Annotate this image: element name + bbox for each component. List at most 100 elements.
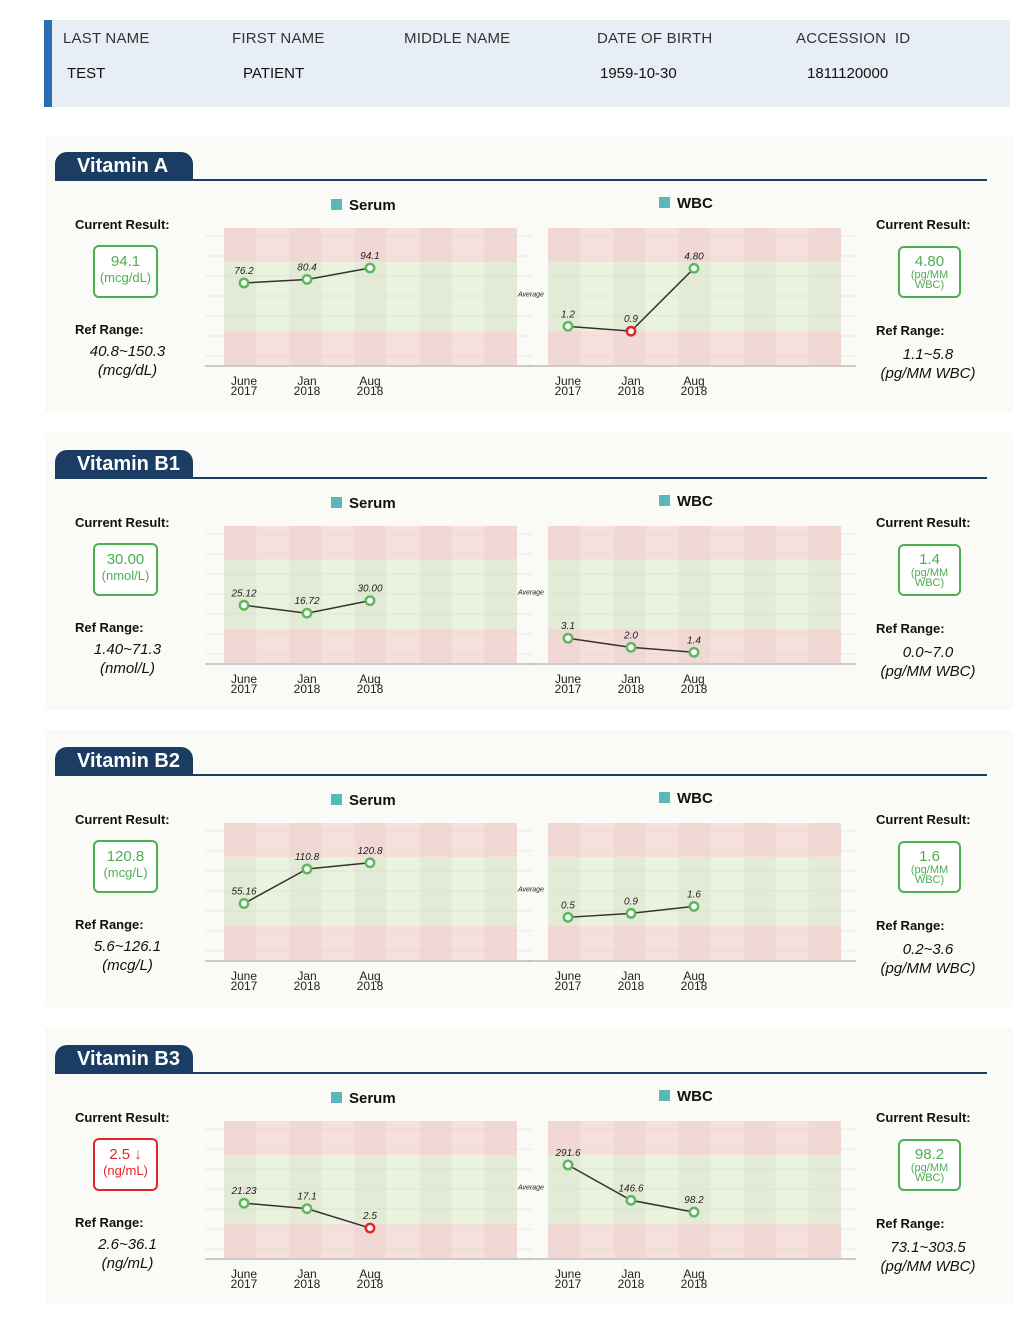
high-zone-band <box>289 526 322 561</box>
low-zone-band <box>580 628 614 663</box>
low-zone-band <box>710 1223 744 1258</box>
low-zone-band <box>775 628 809 663</box>
x-tick-label: June <box>555 672 581 686</box>
high-zone-band <box>451 526 485 561</box>
normal-zone-band <box>224 857 257 926</box>
serum-current-result-box: 94.1 (mcg/dL) <box>93 245 158 298</box>
vitamin-section: Vitamin B2 Current Result: 120.8 (mcg/L)… <box>45 730 1013 1007</box>
low-zone-band <box>354 925 387 960</box>
high-zone-band <box>484 1121 517 1156</box>
high-zone-band <box>354 1121 387 1156</box>
data-point[interactable] <box>364 262 376 274</box>
low-zone-band <box>710 925 744 960</box>
data-point[interactable] <box>625 907 637 919</box>
data-point[interactable] <box>238 599 250 611</box>
middle-name-label: MIDDLE NAME <box>404 30 511 47</box>
data-label: 0.9 <box>624 896 638 907</box>
x-tick-label: 2018 <box>357 384 384 398</box>
data-point[interactable] <box>364 595 376 607</box>
data-label: 1.2 <box>561 309 575 320</box>
data-point[interactable] <box>301 863 313 875</box>
low-zone-band <box>548 925 581 960</box>
normal-zone-band <box>645 560 679 629</box>
data-point[interactable] <box>301 274 313 285</box>
low-zone-band <box>484 925 517 960</box>
normal-zone-band <box>645 262 679 331</box>
data-point[interactable] <box>562 911 574 923</box>
high-zone-band <box>645 1121 679 1156</box>
high-zone-band <box>580 1121 614 1156</box>
data-point[interactable] <box>238 1197 250 1209</box>
data-point[interactable] <box>238 277 250 289</box>
title-underline <box>55 179 987 181</box>
normal-zone-band <box>419 1155 452 1224</box>
low-zone-band <box>678 1223 711 1258</box>
low-zone-band <box>580 330 614 365</box>
serum-current-unit: (mcg/L) <box>103 865 148 880</box>
data-point[interactable] <box>301 607 313 619</box>
data-label: 76.2 <box>234 266 254 277</box>
high-zone-band <box>808 228 841 263</box>
high-zone-band <box>451 228 485 263</box>
high-zone-band <box>224 1121 257 1156</box>
data-label: 3.1 <box>561 621 575 632</box>
high-zone-band <box>710 1121 744 1156</box>
data-point[interactable] <box>688 646 700 658</box>
data-label: 0.9 <box>624 314 638 325</box>
low-zone-band <box>808 330 841 365</box>
data-point[interactable] <box>562 632 574 644</box>
normal-zone-band <box>289 262 322 331</box>
normal-zone-band <box>386 560 420 629</box>
data-point[interactable] <box>562 320 574 332</box>
x-tick-label: 2017 <box>231 979 258 993</box>
serum-legend-swatch <box>331 497 342 508</box>
wbc-legend: WBC <box>659 493 713 510</box>
high-zone-band <box>224 526 257 561</box>
low-zone-band <box>386 330 420 365</box>
data-point[interactable] <box>625 325 637 337</box>
serum-legend-swatch <box>331 794 342 805</box>
data-point[interactable] <box>688 900 700 912</box>
serum-legend: Serum <box>331 1090 396 1107</box>
low-zone-band <box>775 1223 809 1258</box>
low-zone-band <box>743 1223 776 1258</box>
x-tick-label: Jan <box>297 1267 316 1281</box>
wbc-legend-label: WBC <box>677 195 713 212</box>
low-zone-band <box>289 628 322 663</box>
normal-zone-band <box>451 1155 485 1224</box>
serum-legend-swatch <box>331 199 342 210</box>
data-point[interactable] <box>688 262 700 274</box>
low-zone-band <box>580 1223 614 1258</box>
high-zone-band <box>775 1121 809 1156</box>
normal-zone-band <box>743 262 776 331</box>
average-label: Average <box>517 887 544 894</box>
low-zone-band <box>613 1223 646 1258</box>
serum-ref-range: 5.6~126.1 (mcg/L) <box>65 937 190 975</box>
low-zone-band <box>808 1223 841 1258</box>
normal-zone-band <box>775 1155 809 1224</box>
normal-zone-band <box>743 857 776 926</box>
low-zone-band <box>808 628 841 663</box>
serum-legend-label: Serum <box>349 495 396 512</box>
normal-zone-band <box>484 262 517 331</box>
data-point[interactable] <box>364 857 376 869</box>
high-zone-band <box>743 526 776 561</box>
data-point[interactable] <box>688 1206 700 1218</box>
normal-zone-band <box>354 1155 387 1224</box>
data-point[interactable] <box>301 1203 313 1215</box>
normal-zone-band <box>256 262 290 331</box>
low-zone-band <box>613 330 646 365</box>
normal-zone-band <box>256 560 290 629</box>
data-point[interactable] <box>625 1194 637 1206</box>
data-point[interactable] <box>625 641 637 653</box>
low-zone-band <box>484 330 517 365</box>
data-point[interactable] <box>562 1159 574 1171</box>
low-zone-band <box>289 330 322 365</box>
data-point[interactable] <box>238 898 250 909</box>
data-label: 98.2 <box>684 1195 704 1206</box>
wbc-current-value: 4.80 <box>914 253 945 270</box>
data-point[interactable] <box>364 1222 376 1234</box>
serum-ref-range-unit: (nmol/L) <box>99 660 155 677</box>
x-tick-label: Aug <box>359 1267 380 1281</box>
serum-ref-range: 2.6~36.1 (ng/mL) <box>65 1235 190 1273</box>
